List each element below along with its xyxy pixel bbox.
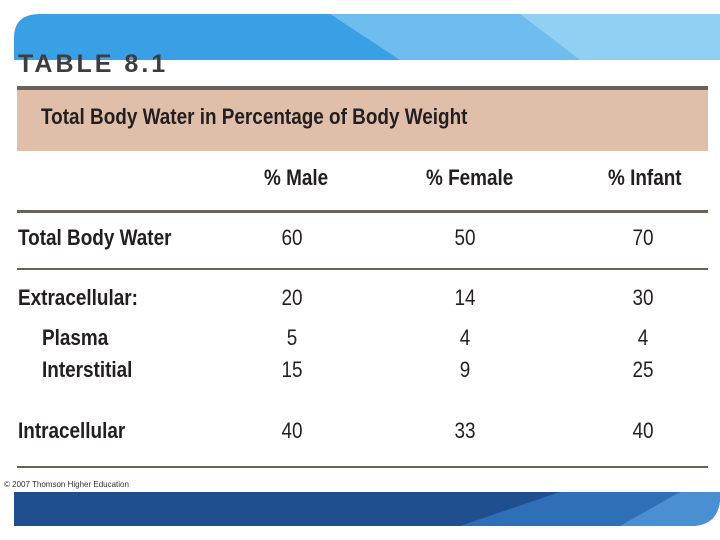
- bottom-decorative-band: [14, 492, 720, 526]
- cell-infant: 4: [637, 325, 649, 350]
- table-number-heading: TABLE 8.1: [18, 50, 169, 78]
- column-header-female: % Female: [426, 165, 514, 190]
- cell-female: 9: [459, 357, 471, 382]
- cell-male: 40: [281, 418, 303, 443]
- cell-infant: 40: [632, 418, 654, 443]
- row-label: Plasma: [42, 325, 109, 350]
- row-label: Intracellular: [18, 418, 126, 443]
- column-header-infant: % Infant: [608, 165, 682, 190]
- table-title-box: Total Body Water in Percentage of Body W…: [17, 86, 708, 151]
- row-label: Total Body Water: [18, 225, 172, 250]
- cell-infant: 70: [632, 225, 654, 250]
- cell-male: 5: [286, 325, 298, 350]
- cell-female: 14: [454, 285, 476, 310]
- top-decorative-band: [14, 14, 720, 60]
- cell-infant: 25: [632, 357, 654, 382]
- cell-male: 60: [281, 225, 303, 250]
- row-divider: [17, 268, 708, 270]
- row-label: Extracellular:: [18, 285, 138, 310]
- row-label: Interstitial: [42, 357, 133, 382]
- table-bottom-rule: [17, 466, 708, 468]
- cell-female: 33: [454, 418, 476, 443]
- cell-male: 15: [281, 357, 303, 382]
- cell-female: 4: [459, 325, 471, 350]
- cell-female: 50: [454, 225, 476, 250]
- copyright-notice: © 2007 Thomson Higher Education: [4, 480, 129, 489]
- table-title: Total Body Water in Percentage of Body W…: [41, 104, 468, 129]
- cell-male: 20: [281, 285, 303, 310]
- column-header-male: % Male: [264, 165, 329, 190]
- cell-infant: 30: [632, 285, 654, 310]
- header-rule: [17, 210, 708, 213]
